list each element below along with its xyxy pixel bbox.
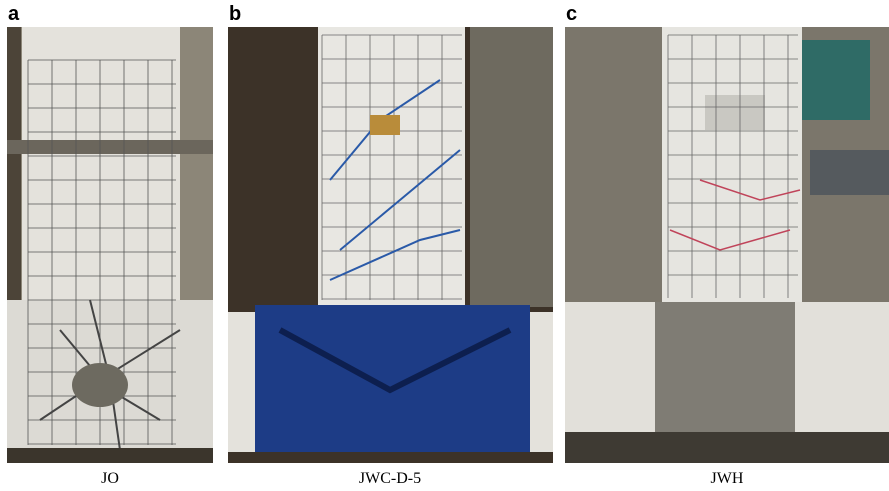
photo-b xyxy=(228,27,553,463)
panel-caption: JWC-D-5 xyxy=(359,470,421,487)
panel-caption: JWH xyxy=(711,470,744,487)
page: a b c JO JWC-D-5 JWH (() => { const data… xyxy=(0,0,889,491)
panel-letter: b xyxy=(229,3,241,25)
photo-a xyxy=(7,27,213,463)
panel-letter: c xyxy=(566,3,577,25)
figure: a b c JO JWC-D-5 JWH xyxy=(0,0,889,491)
panel-letter: a xyxy=(8,3,20,25)
panel-caption: JO xyxy=(101,470,119,487)
photo-c xyxy=(565,27,889,463)
